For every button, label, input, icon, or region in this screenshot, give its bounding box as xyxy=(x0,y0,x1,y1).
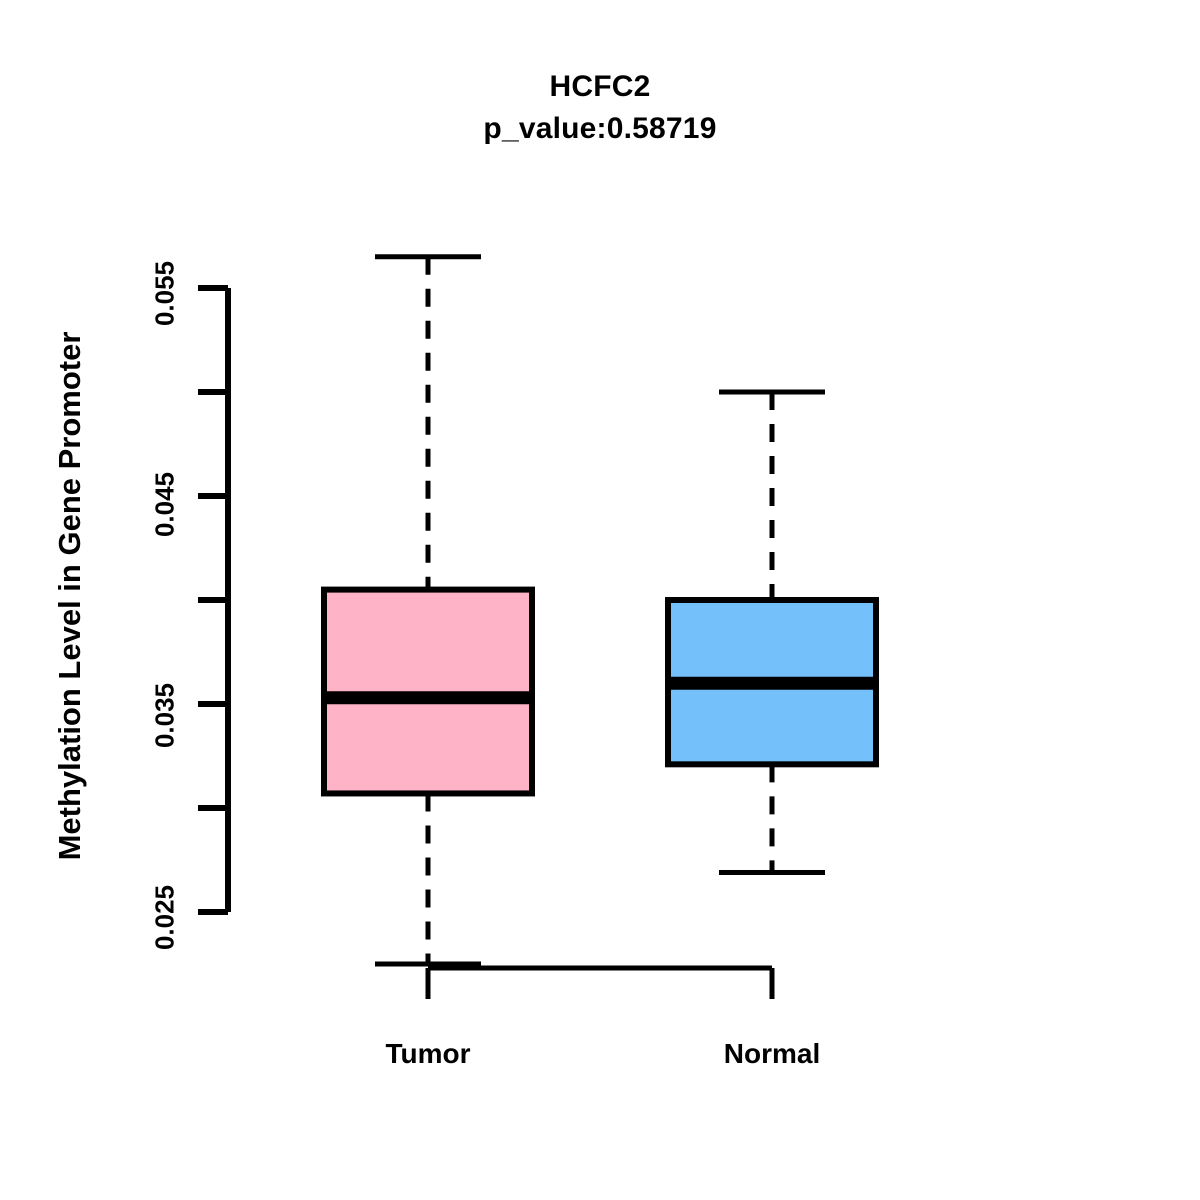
chart-title-gene: HCFC2 xyxy=(549,70,651,103)
y-axis xyxy=(198,285,231,915)
box-tumor xyxy=(321,254,535,967)
chart-title: HCFC2 p_value:0.58719 xyxy=(0,66,1200,150)
box-normal xyxy=(665,389,879,875)
chart-title-pvalue: p_value:0.58719 xyxy=(483,112,717,145)
x-axis xyxy=(425,965,775,999)
x-tick-label-tumor: Tumor xyxy=(385,1038,471,1069)
x-tick-label-normal: Normal xyxy=(723,1038,821,1069)
box-series xyxy=(321,254,879,967)
